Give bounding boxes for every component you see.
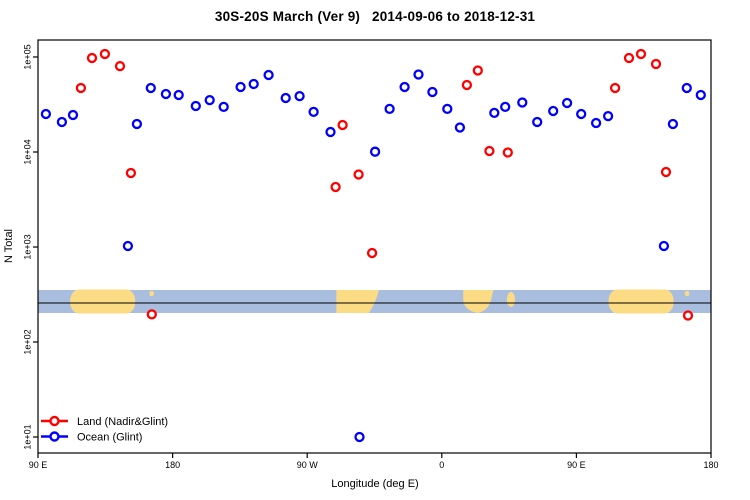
y-tick-label: 1e+05 — [22, 44, 32, 69]
data-point-land — [650, 58, 662, 70]
x-tick-label: 180 — [703, 460, 718, 470]
data-point-ocean — [294, 90, 305, 102]
x-tick-label: 180 — [165, 460, 180, 470]
data-point-land — [366, 247, 378, 259]
x-tick-label: 90 W — [297, 460, 319, 470]
data-point-land — [461, 79, 473, 91]
legend-label-land: Land (Nadir&Glint) — [77, 416, 168, 428]
map-strip-layer — [38, 289, 711, 314]
data-point-ocean — [248, 78, 259, 90]
y-tick-label: 1e+02 — [22, 329, 32, 354]
data-point-ocean — [218, 101, 229, 113]
legend-item-ocean: Ocean (Glint) — [41, 431, 142, 444]
map-land-africa — [463, 290, 494, 313]
y-tick-label: 1e+01 — [22, 424, 32, 449]
data-point-ocean — [548, 105, 559, 117]
data-point-ocean — [602, 110, 614, 122]
data-point-ocean — [56, 116, 68, 128]
map-land-madagascar — [506, 292, 516, 307]
data-point-ocean — [667, 118, 679, 130]
data-point-ocean — [160, 88, 172, 100]
data-point-land — [484, 145, 495, 157]
map-land-south-america — [336, 290, 379, 313]
legend-item-land: Land (Nadir&Glint) — [41, 415, 168, 428]
data-point-land — [353, 169, 364, 180]
axes-layer: 1e+05 1e+04 1e+03 1e+02 1e+01 90 E 180 90 W 0 90 … — [22, 39, 719, 470]
chart-title: 30S-20S March (Ver 9) 2014-09-06 to 2018… — [214, 9, 536, 24]
data-point-land — [146, 309, 157, 320]
data-point-ocean — [384, 103, 395, 115]
data-point-land — [86, 52, 98, 64]
map-land-australia — [70, 289, 136, 314]
data-point-ocean — [500, 101, 511, 113]
data-point-land — [635, 48, 647, 60]
data-point-ocean — [532, 116, 543, 128]
data-point-ocean — [427, 86, 438, 98]
data-point-ocean — [173, 89, 184, 101]
data-point-ocean — [131, 118, 143, 130]
ocean-marker-circle-icon — [49, 431, 60, 442]
map-land-new-caledonia — [149, 291, 154, 296]
data-point-land — [114, 60, 126, 72]
x-tick-label: 90 E — [29, 460, 48, 470]
data-point-land — [75, 82, 87, 94]
data-point-ocean — [576, 108, 587, 120]
data-point-ocean — [399, 81, 410, 93]
data-point-land — [623, 52, 635, 64]
x-axis-title: Longitude (deg E) — [331, 478, 419, 490]
data-point-land — [682, 310, 694, 321]
data-point-ocean — [658, 240, 670, 252]
data-point-land — [660, 166, 672, 178]
data-points-layer — [40, 48, 706, 443]
data-point-land — [330, 181, 341, 193]
y-axis-title: N Total — [3, 228, 15, 264]
y-tick-label: 1e+03 — [22, 234, 32, 259]
data-point-ocean — [190, 100, 201, 112]
data-point-ocean — [280, 92, 291, 104]
data-point-ocean — [489, 107, 500, 119]
data-point-ocean — [40, 108, 52, 120]
data-point-land — [99, 48, 111, 60]
data-point-ocean — [369, 146, 381, 157]
data-point-ocean — [590, 117, 602, 129]
legend: Land (Nadir&Glint) Ocean (Glint) — [41, 415, 168, 444]
data-point-land — [502, 147, 513, 158]
data-point-ocean — [354, 431, 365, 443]
data-point-ocean — [442, 103, 453, 115]
data-point-land — [472, 65, 483, 76]
map-land-new-caledonia — [684, 291, 690, 296]
data-point-ocean — [681, 82, 692, 94]
data-point-ocean — [204, 94, 215, 106]
data-point-land — [609, 82, 621, 94]
land-marker-circle-icon — [49, 415, 60, 427]
data-point-ocean — [517, 97, 528, 108]
data-point-land — [337, 119, 348, 131]
data-point-ocean — [263, 69, 274, 81]
data-point-land — [125, 167, 137, 179]
data-point-ocean — [122, 240, 134, 252]
data-point-ocean — [235, 81, 246, 93]
x-tick-label: 0 — [439, 460, 444, 470]
data-point-ocean — [454, 122, 466, 133]
data-point-ocean — [145, 82, 156, 94]
y-tick-label: 1e+04 — [22, 139, 32, 164]
legend-label-ocean: Ocean (Glint) — [77, 432, 142, 444]
x-tick-label: 90 E — [567, 460, 586, 470]
data-point-ocean — [325, 126, 336, 138]
data-point-ocean — [695, 89, 706, 101]
data-point-ocean — [67, 109, 79, 121]
data-point-ocean — [413, 69, 424, 80]
map-land-australia — [608, 289, 674, 314]
data-point-ocean — [308, 106, 319, 118]
plot-border — [37, 39, 712, 454]
data-point-ocean — [561, 97, 573, 109]
